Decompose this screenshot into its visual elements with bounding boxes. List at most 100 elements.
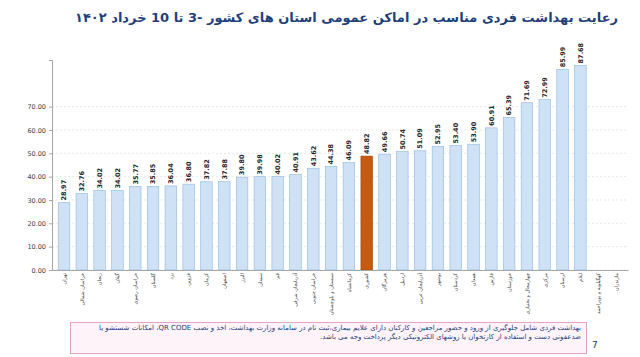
bar (112, 191, 124, 270)
x-tick: آذربایجان شرقی (292, 270, 299, 307)
x-tick-label: کشوری (363, 272, 370, 288)
bar (272, 177, 284, 270)
bar (361, 156, 373, 270)
x-tick-label: فارس (488, 272, 495, 285)
data-label: 39.98 (256, 154, 264, 175)
x-tick-label: اردبیل (399, 273, 406, 286)
y-tick-mark (49, 153, 52, 154)
x-tick-label: چهارمحال و بختیاری (524, 273, 531, 314)
bar (94, 191, 106, 270)
x-tick-label: آذربایجان غربی (417, 272, 424, 304)
bar (76, 194, 88, 270)
bar (325, 166, 337, 270)
x-tick-label: سمنان (257, 273, 263, 287)
x-tick-label: همدان (470, 273, 476, 287)
footnote: بهداشت فردی شامل جلوگیری از ورود و حضور … (70, 322, 587, 354)
x-tick: کرمانشاه (346, 270, 353, 292)
bars (58, 65, 586, 270)
data-label: 53.40 (452, 122, 460, 143)
x-tick-label: مرکزی (542, 273, 549, 288)
x-tick-label: بوشهر (435, 273, 442, 287)
x-tick-label: خراسان رضوی (132, 273, 139, 304)
data-label: 39.80 (238, 154, 246, 175)
chart-title: رعایت بهداشت فردی مناسب در اماکن عمومی ا… (75, 10, 618, 25)
x-tick: خراسان رضوی (132, 270, 139, 304)
x-tick: اردبیل (399, 270, 406, 286)
y-tick-label: 70.00 (27, 103, 46, 111)
data-label: 53.90 (470, 121, 478, 142)
y-tick-label: 30.00 (27, 197, 46, 205)
x-tick-label: خراسان شمالی (79, 273, 86, 306)
y-tick-mark (49, 247, 52, 248)
bar (557, 69, 569, 270)
data-label: 87.68 (577, 42, 585, 63)
x-tick: سمنان (257, 270, 263, 287)
chart: 0.0010.0020.0030.0040.0050.0060.0070.00ت… (0, 0, 640, 357)
bar (343, 162, 355, 270)
data-label: 40.91 (292, 152, 300, 173)
bar (450, 145, 462, 270)
x-tick: خراسان شمالی (79, 270, 86, 306)
x-tick-label: قزوین (185, 272, 192, 285)
y-tick-mark (49, 270, 52, 271)
x-tick: گلستان (150, 270, 156, 288)
x-tick-label: کردستان (452, 272, 459, 291)
x-tick: چهارمحال و بختیاری (524, 270, 531, 314)
data-label: 40.02 (274, 154, 282, 175)
x-tick-label: کهگیلویه و بویراحمد (595, 272, 602, 314)
x-tick-label: هرمزگان (381, 273, 388, 292)
bar (432, 146, 444, 270)
x-tick: بوشهر (435, 270, 442, 287)
y-tick-label: 60.00 (27, 127, 46, 135)
y-tick-mark (49, 130, 52, 131)
y-axis: 0.0010.0020.0030.0040.0050.0060.0070.00 (27, 61, 52, 275)
x-tick-label: لرستان (559, 273, 566, 289)
x-tick: گیلان (114, 270, 120, 284)
x-tick: ایلام (577, 270, 584, 282)
bar (201, 182, 213, 270)
data-label: 34.02 (96, 168, 104, 189)
y-tick-mark (49, 200, 52, 201)
data-label: 35.77 (132, 164, 140, 185)
y-tick-mark (49, 223, 52, 224)
bar (58, 202, 70, 270)
x-tick: مرکزی (542, 270, 549, 288)
bar (379, 154, 391, 270)
bar (468, 144, 480, 270)
bar (147, 186, 159, 270)
x-tick: کردستان (452, 270, 459, 291)
x-tick: خراسان جنوبی (310, 270, 317, 304)
x-axis-line (53, 270, 629, 271)
x-tick: قم (274, 270, 281, 279)
y-tick-label: 50.00 (27, 150, 46, 158)
data-label: 52.95 (434, 123, 442, 144)
x-tick-label: آذربایجان شرقی (292, 272, 299, 306)
x-tick: تهران (61, 270, 68, 285)
data-label: 85.99 (559, 46, 567, 67)
x-tick: سیستان و بلوچستان (328, 270, 335, 315)
data-label: 34.02 (114, 168, 122, 189)
x-tick-label: یزد (168, 272, 175, 279)
x-tick-label: تهران (61, 272, 68, 284)
bar (308, 168, 320, 270)
data-label: 48.82 (363, 134, 371, 155)
x-tick-label: گلستان (150, 272, 156, 288)
data-label: 43.62 (310, 146, 318, 167)
data-label: 37.88 (221, 159, 229, 180)
data-label: 49.66 (381, 131, 389, 152)
x-tick: اصفهان (221, 270, 228, 289)
y-tick: 10.00 (27, 243, 52, 251)
x-tick-label: کرمانشاه (346, 272, 353, 292)
y-tick: 0.00 (32, 267, 52, 275)
data-label: 60.91 (488, 105, 496, 126)
x-tick-label: مازندران (613, 273, 620, 291)
x-tick: آذربایجان غربی (417, 270, 424, 304)
data-label: 44.38 (327, 143, 335, 164)
y-tick-label: 10.00 (27, 243, 46, 251)
x-tick: البرز (239, 270, 246, 284)
bar (414, 151, 426, 270)
x-tick: خوزستان (506, 270, 513, 292)
bar (183, 184, 195, 270)
data-label: 36.04 (167, 163, 175, 184)
bar (236, 177, 248, 270)
